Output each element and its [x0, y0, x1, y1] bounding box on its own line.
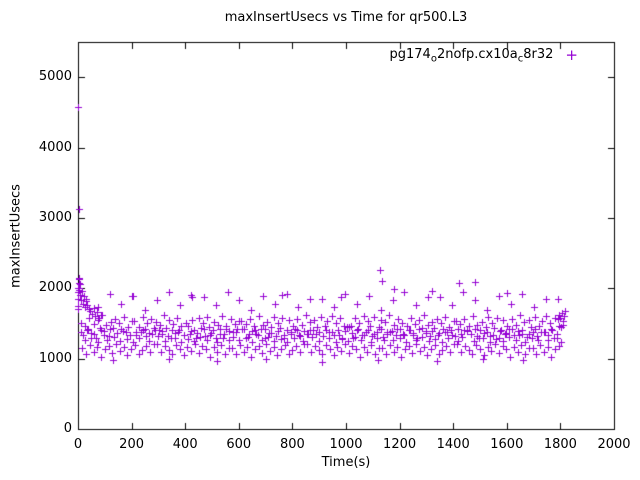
x-tick-label: 2000: [597, 437, 631, 452]
legend-label: pg174o2nofp.cx10ac8r32: [389, 47, 554, 65]
legend-marker-icon: +: [565, 46, 578, 65]
x-tick-label: 800: [279, 437, 305, 452]
y-tick-label: 4000: [38, 139, 72, 155]
x-tick-label: 1000: [329, 437, 363, 452]
x-tick-label: 1400: [436, 437, 470, 452]
y-axis-label: maxInsertUsecs: [8, 184, 24, 288]
y-tick-label: 2000: [38, 280, 72, 296]
legend: pg174o2nofp.cx10ac8r32 +: [390, 47, 578, 65]
x-tick-label: 1800: [543, 437, 577, 452]
x-axis-label: Time(s): [321, 455, 371, 470]
y-tick-label: 1000: [38, 350, 72, 366]
x-tick-label: 600: [226, 437, 252, 452]
x-tick-label: 400: [172, 437, 198, 452]
x-tick-label: 1200: [383, 437, 417, 452]
x-tick-label: 1600: [490, 437, 524, 452]
chart-title: maxInsertUsecs vs Time for qr500.L3: [224, 10, 468, 25]
y-tick-label: 0: [63, 421, 72, 436]
y-tick-label: 5000: [38, 69, 72, 85]
x-tick-label: 200: [119, 437, 145, 452]
y-tick-label: 3000: [38, 209, 72, 225]
x-tick-label: 0: [73, 437, 83, 452]
